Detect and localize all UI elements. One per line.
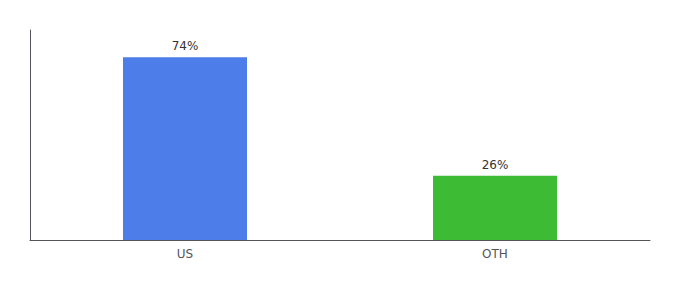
svg-text:OTH: OTH [482,247,508,261]
svg-text:26%: 26% [482,158,509,172]
svg-text:74%: 74% [172,39,199,53]
svg-text:US: US [177,247,193,261]
